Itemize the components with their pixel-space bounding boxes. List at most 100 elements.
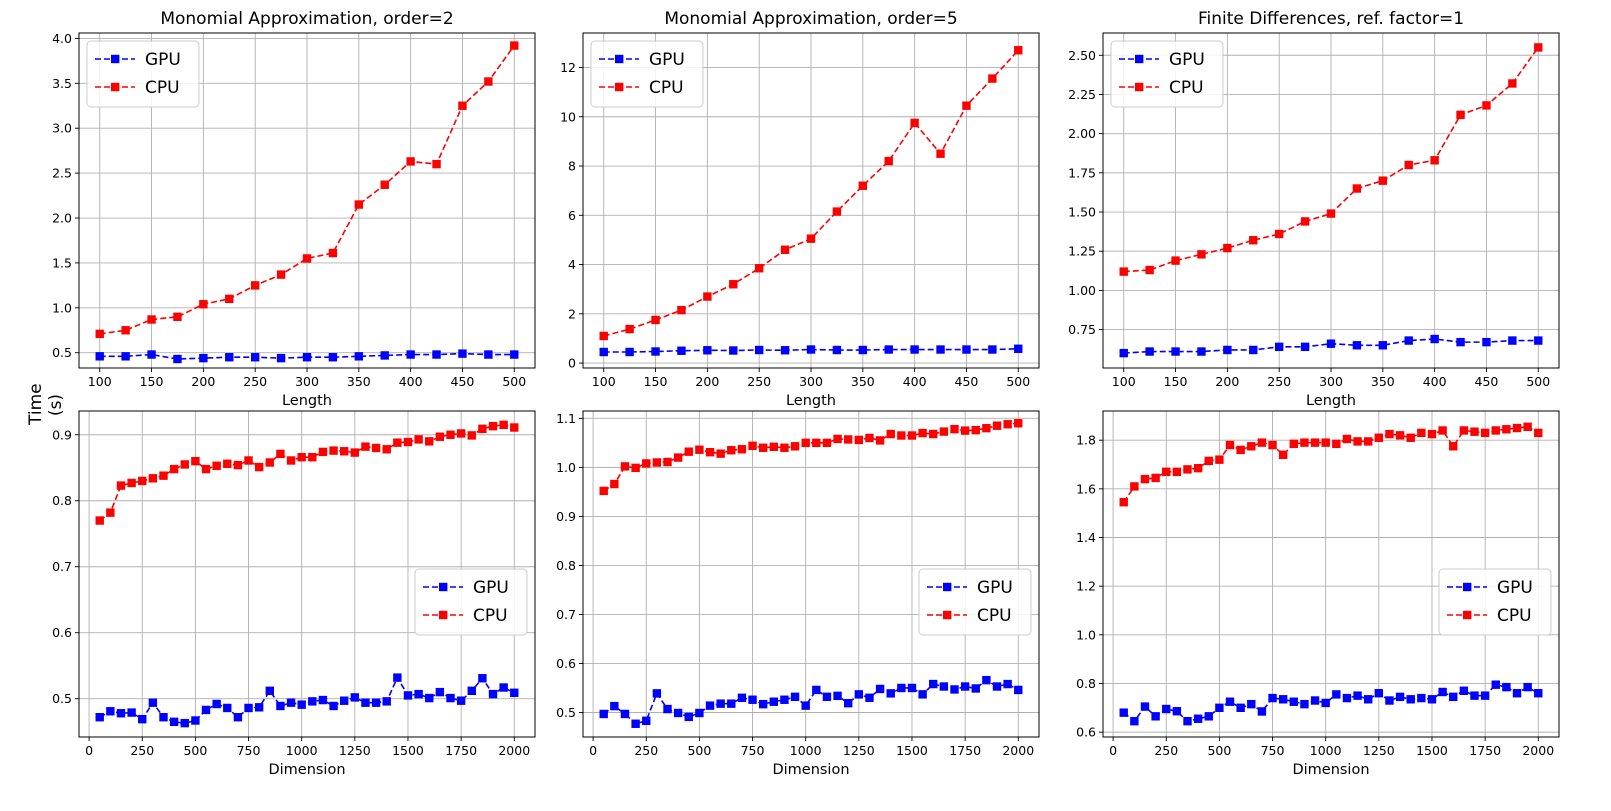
data-point-cpu [1449, 442, 1458, 451]
legend-marker-cpu [111, 82, 120, 92]
data-point-cpu [510, 423, 519, 432]
data-point-gpu [822, 692, 832, 702]
data-point-gpu [1183, 716, 1192, 726]
y-tick-label: 0.6 [52, 625, 72, 640]
data-point-gpu [1145, 347, 1154, 356]
data-point-gpu [1003, 679, 1012, 689]
legend-marker-cpu [1135, 82, 1144, 92]
data-point-cpu [610, 479, 619, 489]
legend-frame [86, 40, 200, 108]
data-point-gpu [116, 709, 126, 718]
x-tick-label: 450 [955, 374, 979, 389]
data-point-gpu [1470, 691, 1479, 700]
subplot-title: Monomial Approximation, order=5 [664, 9, 957, 29]
data-point-gpu [673, 708, 683, 718]
y-axis-label: Time (s) [26, 383, 66, 425]
data-point-gpu [1332, 690, 1341, 699]
legend-label-cpu: CPU [649, 78, 684, 98]
x-axis-label: Length [1306, 393, 1356, 409]
data-point-gpu [233, 713, 243, 722]
data-point-cpu [1289, 439, 1298, 449]
axes-frame [78, 410, 536, 738]
data-point-cpu [1332, 439, 1341, 449]
data-point-cpu [929, 429, 938, 439]
data-point-gpu [1449, 692, 1458, 702]
data-point-cpu [832, 207, 842, 216]
data-point-gpu [159, 713, 168, 722]
data-point-cpu [201, 464, 211, 474]
data-point-gpu [425, 693, 434, 703]
data-point-gpu [456, 696, 466, 705]
x-tick-label: 250 [1154, 743, 1178, 758]
data-point-gpu [1310, 696, 1320, 705]
data-point-gpu [1151, 712, 1160, 721]
data-point-cpu [844, 435, 853, 444]
y-tick-label: 0.5 [52, 345, 72, 360]
data-point-cpu [988, 74, 997, 83]
data-point-cpu [199, 300, 208, 309]
data-point-cpu [663, 457, 672, 467]
data-point-gpu [1172, 707, 1182, 716]
data-point-cpu [138, 476, 147, 486]
data-point-gpu [265, 686, 274, 696]
data-point-gpu [897, 683, 906, 693]
data-point-cpu [382, 445, 391, 454]
data-point-cpu [910, 118, 919, 128]
data-point-cpu [1378, 176, 1388, 185]
data-point-cpu [414, 435, 423, 444]
data-point-gpu [886, 689, 895, 698]
data-point-gpu [1430, 334, 1439, 344]
data-point-cpu [1482, 101, 1491, 110]
subplot-1: 100 150 200 250 300 350 400 450 500 0.5 1.0 1.5 2.0 2… [52, 9, 536, 409]
data-point-cpu [1171, 256, 1180, 265]
legend-frame [918, 568, 1032, 636]
data-point-gpu [1274, 342, 1284, 352]
y-tick-label: 0.8 [52, 493, 72, 508]
data-point-cpu [1197, 250, 1206, 259]
data-point-cpu [886, 429, 895, 439]
data-point-gpu [610, 701, 619, 711]
data-point-cpu [225, 294, 234, 304]
data-point-gpu [858, 345, 868, 355]
data-point-cpu [769, 442, 778, 451]
data-point-gpu [769, 697, 778, 706]
data-point-cpu [354, 200, 364, 209]
legend-marker-cpu [1463, 610, 1472, 620]
data-point-cpu [1342, 434, 1352, 444]
data-point-cpu [1534, 43, 1543, 52]
data-point-cpu [1193, 463, 1203, 473]
subplot-title: Finite Differences, ref. factor=1 [1198, 9, 1464, 29]
data-point-cpu [780, 245, 790, 254]
data-point-cpu [599, 486, 608, 496]
y-tick-label: 0.6 [556, 656, 576, 671]
data-point-gpu [1171, 347, 1180, 356]
data-point-cpu [907, 431, 917, 440]
data-point-cpu [1374, 433, 1384, 442]
data-point-gpu [1523, 682, 1532, 692]
data-point-cpu [727, 446, 736, 455]
data-point-cpu [361, 442, 370, 451]
data-point-gpu [1326, 339, 1336, 348]
data-point-gpu [1427, 695, 1437, 704]
data-point-cpu [1512, 423, 1522, 433]
data-point-gpu [127, 708, 136, 717]
y-tick-label: 1.25 [1068, 244, 1096, 259]
data-point-cpu [467, 431, 476, 440]
data-point-gpu [382, 697, 391, 706]
data-point-gpu [1512, 689, 1522, 698]
data-point-gpu [663, 704, 672, 714]
data-point-cpu [510, 41, 519, 50]
data-point-gpu [488, 689, 498, 699]
x-tick-label: 300 [295, 374, 319, 389]
x-tick-label: 350 [1371, 374, 1395, 389]
y-tick-label: 0.7 [556, 607, 576, 622]
data-point-gpu [1385, 696, 1394, 705]
x-tick-label: 1250 [843, 743, 875, 758]
data-point-cpu [971, 425, 980, 435]
data-point-cpu [1236, 445, 1245, 455]
data-point-cpu [380, 180, 389, 189]
x-tick-label: 1250 [339, 743, 371, 758]
y-tick-label: 10 [560, 109, 576, 124]
y-tick-label: 1.6 [1076, 481, 1096, 496]
data-point-gpu [806, 345, 816, 354]
